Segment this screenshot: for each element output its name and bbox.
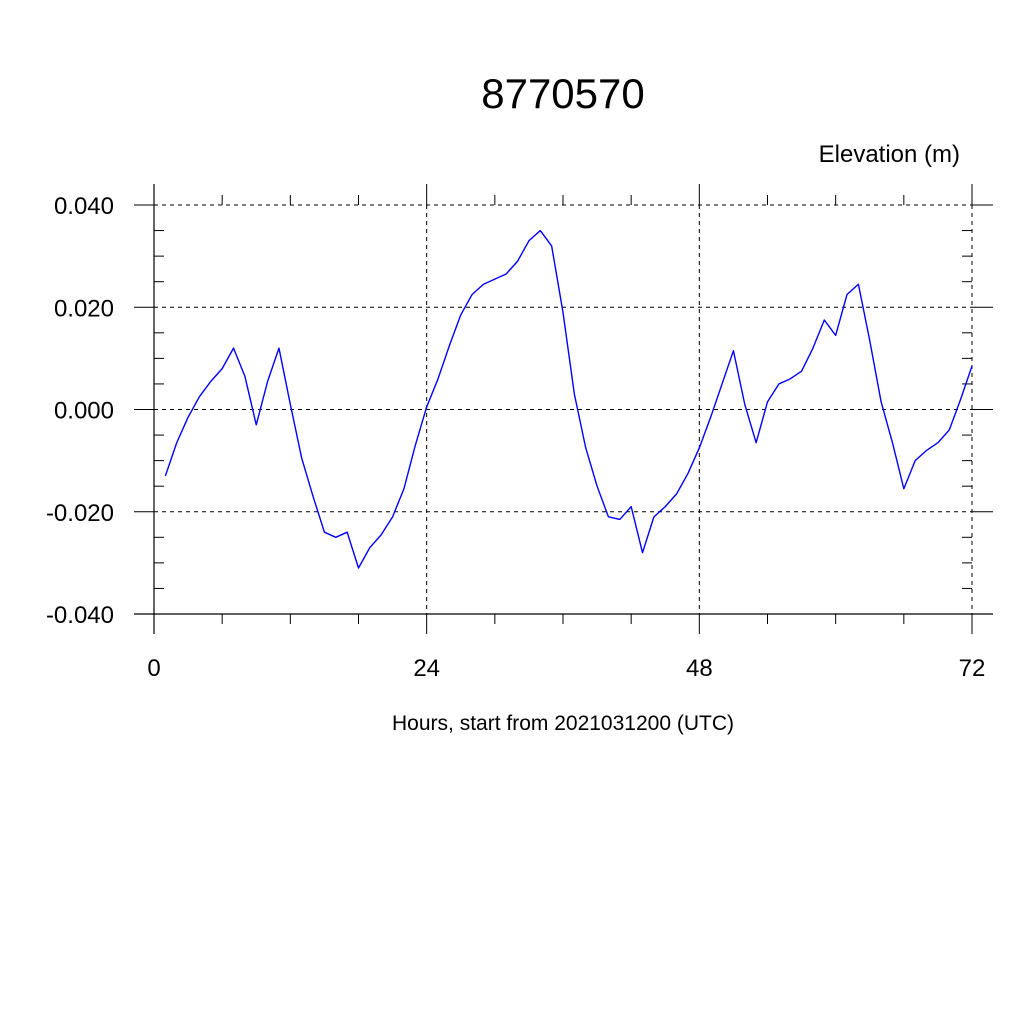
series [164, 229, 973, 569]
x-tick-label: 72 [959, 655, 986, 682]
tick-labels: -0.040 -0.020 0.000 0.020 0.040 0 24 48 72 [46, 193, 985, 682]
tick-marks [134, 184, 993, 634]
y-tick-label: 0.020 [54, 295, 114, 322]
x-tick-label: 48 [686, 655, 713, 682]
y-tick-label: -0.020 [46, 500, 114, 527]
grid [153, 204, 973, 615]
series-line [164, 229, 973, 569]
y-tick-label: -0.040 [46, 602, 114, 629]
y-tick-label: 0.000 [54, 398, 114, 425]
x-tick-label: 0 [147, 655, 160, 682]
y-tick-label: 0.040 [54, 193, 114, 220]
y-axis-label: Elevation (m) [819, 141, 960, 168]
x-axis-label: Hours, start from 2021031200 (UTC) [392, 712, 734, 735]
x-tick-label: 24 [413, 655, 440, 682]
chart-title: 8770570 [481, 70, 645, 117]
